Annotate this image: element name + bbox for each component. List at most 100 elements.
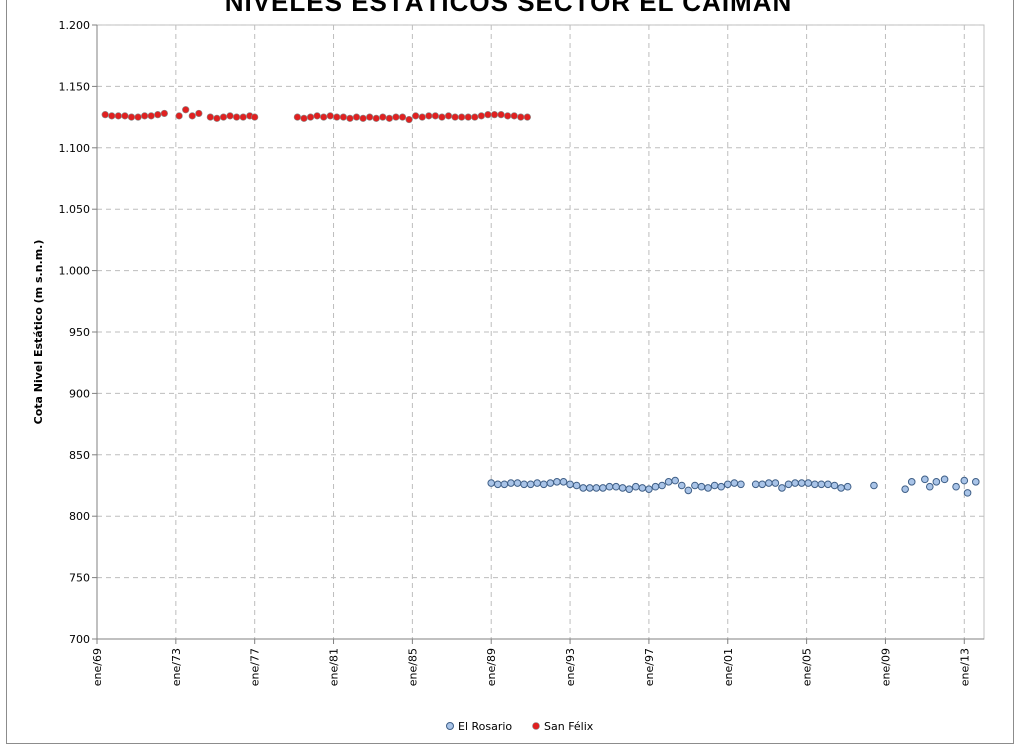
point-san-f-lix <box>405 115 413 124</box>
point-el-rosario <box>837 484 845 492</box>
point-el-rosario <box>784 480 793 489</box>
legend-label-el-rosario: El Rosario <box>458 720 512 733</box>
point-el-rosario <box>940 475 949 484</box>
y-tick-label: 1.000 <box>59 265 91 278</box>
point-el-rosario <box>566 480 574 489</box>
point-el-rosario <box>612 482 620 491</box>
x-tick-label: ene/01 <box>722 648 735 686</box>
point-el-rosario <box>778 484 786 492</box>
point-el-rosario <box>500 480 509 489</box>
point-san-f-lix <box>418 113 426 121</box>
axes: 700 750 800 850 900 950 1.000 1.050 1.100 1.150 1.… <box>59 19 984 686</box>
point-san-f-lix <box>490 111 499 119</box>
point-el-rosario <box>671 476 679 485</box>
point-san-f-lix <box>313 112 321 120</box>
point-el-rosario <box>618 484 627 492</box>
point-san-f-lix <box>101 111 109 119</box>
point-el-rosario <box>585 484 594 492</box>
point-el-rosario <box>664 478 673 486</box>
y-tick-label: 900 <box>69 387 90 400</box>
point-el-rosario <box>758 480 767 489</box>
point-el-rosario <box>811 480 819 489</box>
point-el-rosario <box>723 480 732 489</box>
chart-title: NIVELES ESTÁTICOS SECTOR EL CAIMÁN <box>224 0 793 17</box>
point-el-rosario <box>526 480 535 489</box>
point-el-rosario <box>843 482 852 491</box>
point-el-rosario <box>925 482 934 491</box>
point-san-f-lix <box>464 113 472 121</box>
point-el-rosario <box>487 479 496 487</box>
y-tick-label: 750 <box>69 572 90 585</box>
point-san-f-lix <box>141 112 149 120</box>
point-san-f-lix <box>306 113 315 121</box>
point-san-f-lix <box>175 112 183 120</box>
point-san-f-lix <box>392 113 400 121</box>
point-san-f-lix <box>510 112 518 120</box>
point-el-rosario <box>824 480 832 489</box>
point-el-rosario <box>710 481 719 490</box>
point-el-rosario <box>513 479 522 487</box>
point-el-rosario <box>645 485 653 493</box>
point-san-f-lix <box>497 111 505 119</box>
point-san-f-lix <box>206 113 214 121</box>
point-san-f-lix <box>147 112 155 120</box>
x-tick-label: ene/93 <box>564 648 577 686</box>
point-san-f-lix <box>219 113 228 121</box>
y-tick-label: 800 <box>69 510 90 523</box>
point-san-f-lix <box>160 109 168 118</box>
point-san-f-lix <box>251 113 259 121</box>
point-el-rosario <box>932 478 941 486</box>
point-el-rosario <box>599 484 607 492</box>
chart-frame <box>6 0 1014 744</box>
point-san-f-lix <box>188 112 196 120</box>
point-san-f-lix <box>239 113 247 121</box>
y-tick-label: 1.200 <box>59 19 91 32</box>
point-el-rosario <box>704 484 712 492</box>
point-san-f-lix <box>372 114 380 122</box>
y-tick-label: 700 <box>69 633 90 646</box>
point-el-rosario <box>797 479 806 487</box>
point-san-f-lix <box>293 113 301 121</box>
y-tick-label: 950 <box>69 326 90 339</box>
point-san-f-lix <box>477 112 485 120</box>
point-san-f-lix <box>438 113 446 121</box>
point-san-f-lix <box>523 113 531 121</box>
point-el-rosario <box>658 481 666 490</box>
point-el-rosario <box>572 481 581 490</box>
x-tick-label: ene/69 <box>91 648 104 686</box>
point-san-f-lix <box>471 113 479 121</box>
point-san-f-lix <box>359 114 367 122</box>
point-san-f-lix <box>195 109 203 118</box>
point-san-f-lix <box>182 106 190 114</box>
point-el-rosario <box>960 476 969 485</box>
point-el-rosario <box>765 479 773 487</box>
point-san-f-lix <box>458 113 466 121</box>
point-san-f-lix <box>425 112 433 120</box>
point-el-rosario <box>684 486 693 495</box>
point-el-rosario <box>559 478 568 486</box>
point-el-rosario <box>625 485 634 493</box>
point-el-rosario <box>771 479 780 487</box>
y-tick-label: 1.100 <box>59 142 91 155</box>
point-el-rosario <box>971 478 980 486</box>
point-san-f-lix <box>398 113 407 121</box>
point-el-rosario <box>804 479 813 487</box>
point-san-f-lix <box>333 113 341 121</box>
point-san-f-lix <box>121 112 129 120</box>
point-el-rosario <box>830 481 839 490</box>
point-san-f-lix <box>352 113 361 121</box>
point-el-rosario <box>592 484 601 492</box>
point-san-f-lix <box>451 113 459 121</box>
point-el-rosario <box>546 479 555 487</box>
point-el-rosario <box>921 475 929 484</box>
x-tick-label: ene/81 <box>328 648 341 686</box>
point-san-f-lix <box>431 112 439 120</box>
x-tick-label: ene/73 <box>170 648 183 686</box>
point-el-rosario <box>507 479 515 487</box>
legend: El Rosario San Félix <box>446 720 594 733</box>
point-el-rosario <box>553 478 561 486</box>
point-san-f-lix <box>339 113 347 121</box>
data-points <box>101 106 980 497</box>
point-el-rosario <box>605 482 614 491</box>
